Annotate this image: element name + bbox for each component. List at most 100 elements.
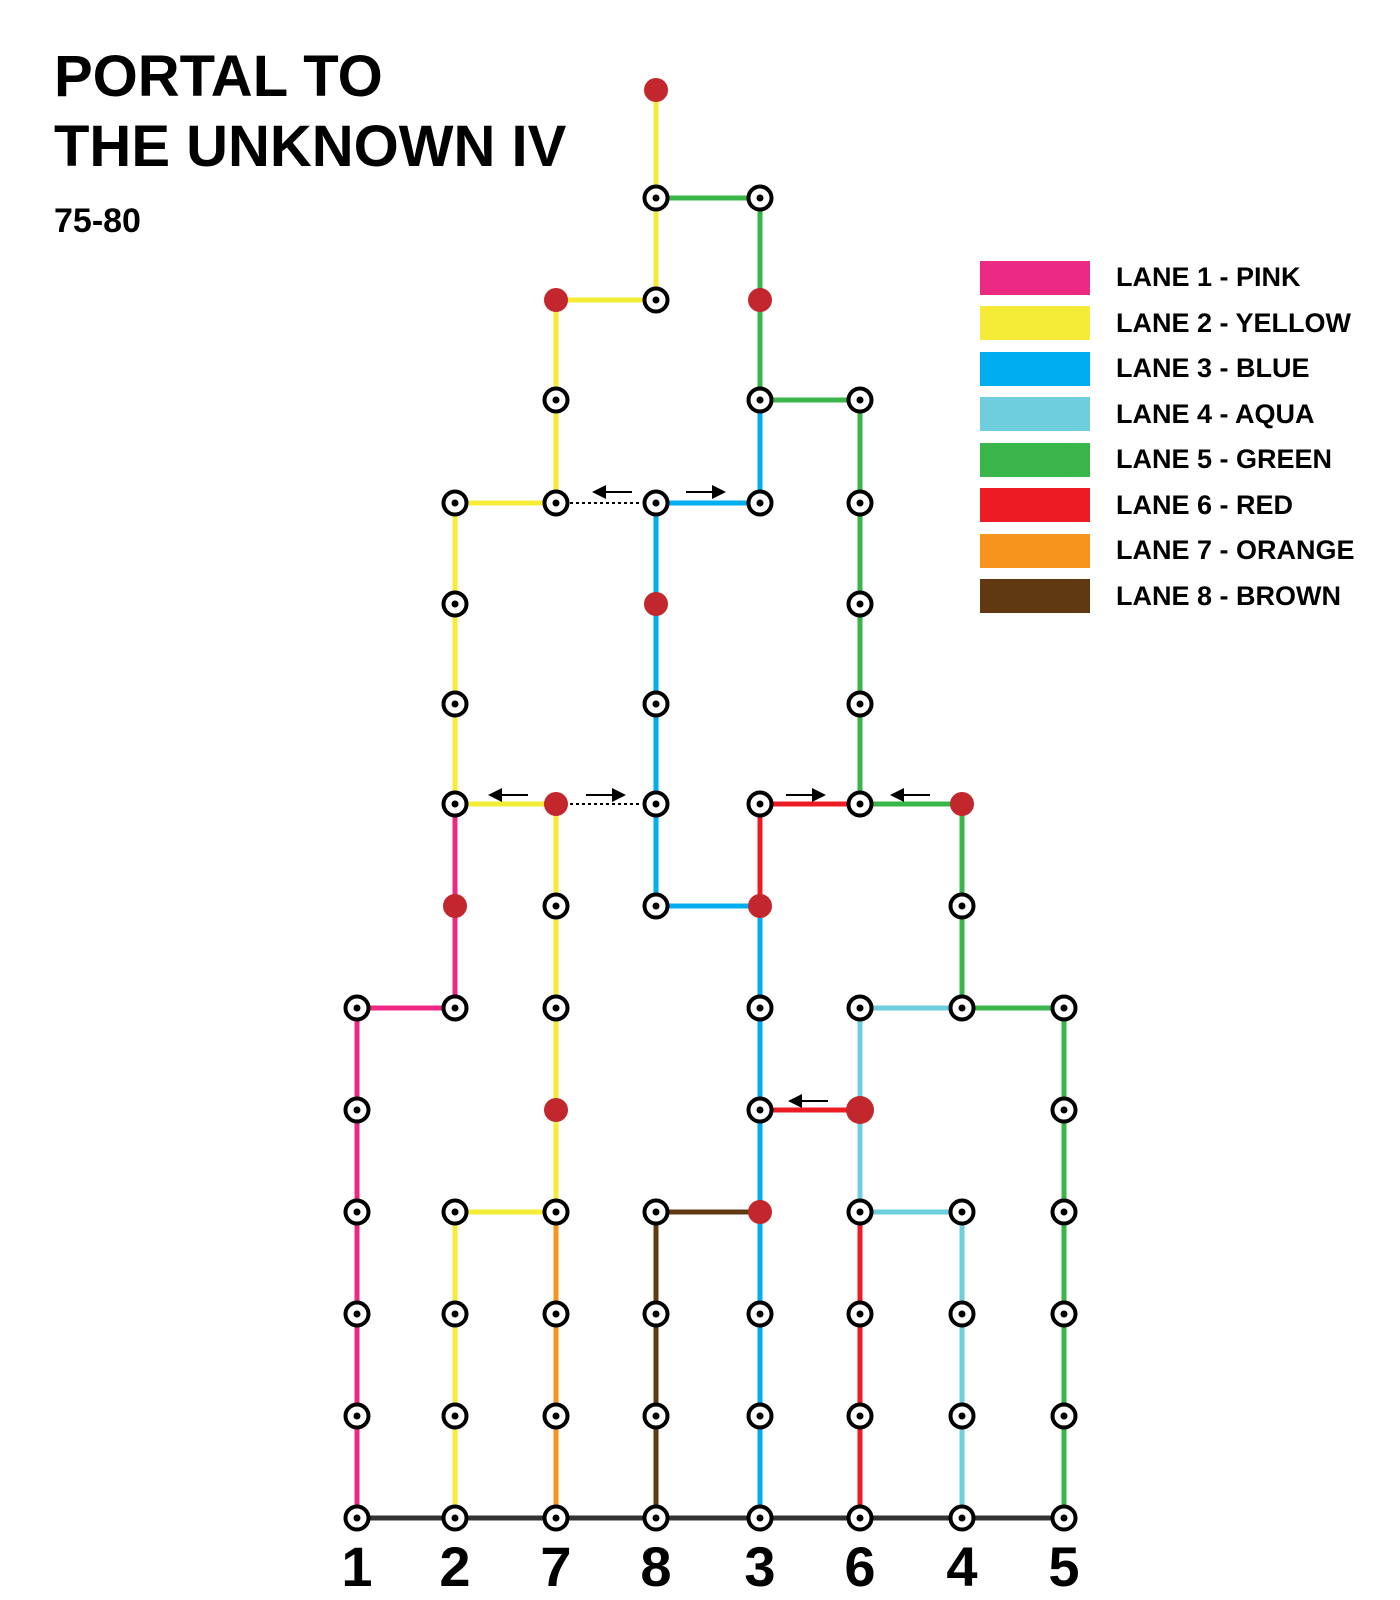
target-node-icon bbox=[642, 690, 670, 718]
target-node-icon bbox=[642, 489, 670, 517]
target-node-icon bbox=[542, 386, 570, 414]
arrow-head bbox=[488, 788, 502, 802]
target-node-icon bbox=[746, 1402, 774, 1430]
lane-number-8: 8 bbox=[640, 1535, 671, 1598]
target-node-icon bbox=[746, 184, 774, 212]
target-node-icon bbox=[746, 790, 774, 818]
legend-item-lane-1: LANE 1 - PINK bbox=[980, 255, 1380, 301]
node-dot bbox=[451, 1004, 459, 1012]
node-dot bbox=[856, 800, 864, 808]
node-dot bbox=[1060, 1208, 1068, 1216]
target-node-icon bbox=[642, 1402, 670, 1430]
target-node-icon bbox=[846, 590, 874, 618]
arrow-head bbox=[712, 485, 726, 499]
lane-numbers: 1 2 7 8 3 6 4 5 bbox=[341, 1535, 1079, 1598]
node-dot bbox=[451, 499, 459, 507]
target-node-icon bbox=[846, 690, 874, 718]
legend-label: LANE 2 - YELLOW bbox=[1116, 307, 1352, 338]
legend-swatch bbox=[980, 488, 1090, 523]
target-node-icon bbox=[948, 1402, 976, 1430]
legend-item-lane-8: LANE 8 - BROWN bbox=[980, 574, 1380, 620]
node-dot bbox=[1060, 1514, 1068, 1522]
node-dot bbox=[353, 1310, 361, 1318]
node-dot bbox=[1060, 1310, 1068, 1318]
node-dot bbox=[451, 1412, 459, 1420]
red-node-icon bbox=[748, 288, 772, 312]
target-node-icon bbox=[746, 489, 774, 517]
target-node-icon bbox=[948, 1300, 976, 1328]
lane-number-1: 1 bbox=[341, 1535, 372, 1598]
arrow-left-icon bbox=[592, 485, 632, 499]
direction-arrows bbox=[488, 485, 930, 1108]
target-node-icon bbox=[746, 1096, 774, 1124]
target-node-icon bbox=[1050, 1300, 1078, 1328]
legend-label: LANE 3 - BLUE bbox=[1116, 353, 1310, 384]
legend-swatch bbox=[980, 306, 1090, 341]
node-dot bbox=[756, 194, 764, 202]
node-dot bbox=[756, 1106, 764, 1114]
red-node-icon bbox=[644, 78, 668, 102]
node-dot bbox=[652, 1412, 660, 1420]
legend-item-lane-2: LANE 2 - YELLOW bbox=[980, 301, 1380, 347]
red-node-icon bbox=[443, 894, 467, 918]
node-dot bbox=[856, 1412, 864, 1420]
node-dot bbox=[958, 1412, 966, 1420]
legend-label: LANE 6 - RED bbox=[1116, 489, 1294, 520]
target-node-icon bbox=[948, 892, 976, 920]
target-node-icon bbox=[542, 1402, 570, 1430]
lane-number-2: 2 bbox=[439, 1535, 470, 1598]
target-node-icon bbox=[642, 1198, 670, 1226]
target-node-icon bbox=[642, 286, 670, 314]
target-node-icon bbox=[642, 892, 670, 920]
arrow-head bbox=[592, 485, 606, 499]
node-dot bbox=[756, 800, 764, 808]
node-dot bbox=[451, 1208, 459, 1216]
arrow-head bbox=[812, 788, 826, 802]
target-node-icon bbox=[542, 489, 570, 517]
target-node-icon bbox=[746, 1300, 774, 1328]
node-dot bbox=[652, 1208, 660, 1216]
node-dot bbox=[451, 600, 459, 608]
legend-item-lane-3: LANE 3 - BLUE bbox=[980, 346, 1380, 392]
target-node-icon bbox=[746, 994, 774, 1022]
arrow-head bbox=[788, 1094, 802, 1108]
red-node-icon bbox=[544, 792, 568, 816]
legend-label: LANE 1 - PINK bbox=[1116, 262, 1301, 293]
node-dot bbox=[353, 1412, 361, 1420]
target-node-icon bbox=[1050, 1402, 1078, 1430]
node-dot bbox=[652, 194, 660, 202]
target-node-icon bbox=[441, 690, 469, 718]
legend-item-lane-7: LANE 7 - ORANGE bbox=[980, 528, 1380, 574]
red-path-segment bbox=[757, 801, 860, 906]
node-dot bbox=[353, 1514, 361, 1522]
target-node-icon bbox=[542, 994, 570, 1022]
lane-number-4: 4 bbox=[946, 1535, 977, 1598]
node-dot bbox=[552, 1208, 560, 1216]
target-node-icon bbox=[343, 994, 371, 1022]
node-dot bbox=[856, 600, 864, 608]
legend-item-lane-6: LANE 6 - RED bbox=[980, 483, 1380, 529]
node-dot bbox=[958, 1004, 966, 1012]
red-node-icon bbox=[544, 1098, 568, 1122]
legend-item-lane-5: LANE 5 - GREEN bbox=[980, 437, 1380, 483]
legend-swatch bbox=[980, 397, 1090, 432]
target-node-icon bbox=[846, 1300, 874, 1328]
node-dot bbox=[856, 499, 864, 507]
target-node-icon bbox=[343, 1198, 371, 1226]
target-node-icon bbox=[441, 790, 469, 818]
node-dot bbox=[1060, 1412, 1068, 1420]
target-node-icon bbox=[1050, 994, 1078, 1022]
node-dot bbox=[958, 902, 966, 910]
node-dot bbox=[856, 1310, 864, 1318]
node-dot bbox=[756, 1412, 764, 1420]
lane-number-7: 7 bbox=[540, 1535, 571, 1598]
node-dot bbox=[1060, 1106, 1068, 1114]
node-dot bbox=[552, 902, 560, 910]
red-node-icon bbox=[950, 792, 974, 816]
target-node-icon bbox=[1050, 1504, 1078, 1532]
target-node-icon bbox=[948, 1504, 976, 1532]
target-node-icon bbox=[642, 1504, 670, 1532]
nodes bbox=[343, 78, 1078, 1532]
legend-swatch bbox=[980, 442, 1090, 477]
target-node-icon bbox=[343, 1096, 371, 1124]
